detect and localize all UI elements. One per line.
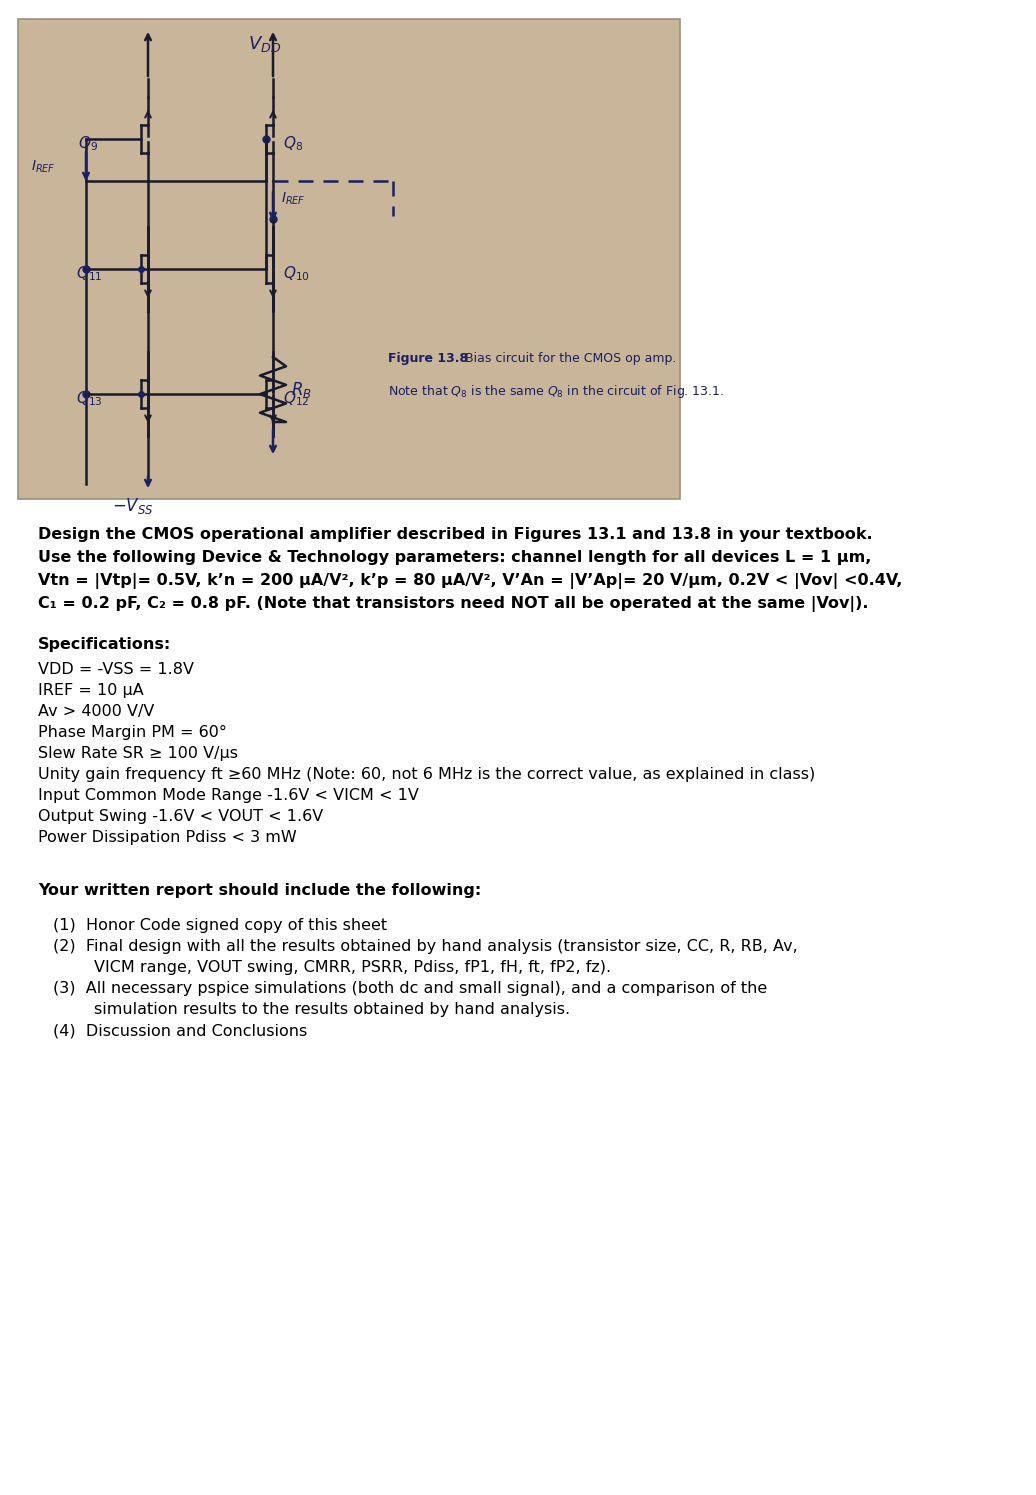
Text: Note that $Q_8$ is the same $Q_8$ in the circuit of Fig. 13.1.: Note that $Q_8$ is the same $Q_8$ in the… <box>388 383 724 401</box>
Text: C₁ = 0.2 pF, C₂ = 0.8 pF. (Note that transistors need NOT all be operated at the: C₁ = 0.2 pF, C₂ = 0.8 pF. (Note that tra… <box>38 597 868 611</box>
Text: Figure 13.8: Figure 13.8 <box>388 351 468 365</box>
Text: (1)  Honor Code signed copy of this sheet: (1) Honor Code signed copy of this sheet <box>53 918 387 933</box>
Text: (4)  Discussion and Conclusions: (4) Discussion and Conclusions <box>53 1023 308 1038</box>
Text: Output Swing -1.6V < VOUT < 1.6V: Output Swing -1.6V < VOUT < 1.6V <box>38 809 323 824</box>
Text: $R_B$: $R_B$ <box>291 380 312 401</box>
Text: $Q_9$: $Q_9$ <box>78 135 98 154</box>
Text: (2)  Final design with all the results obtained by hand analysis (transistor siz: (2) Final design with all the results ob… <box>53 939 798 954</box>
Text: Bias circuit for the CMOS op amp.: Bias circuit for the CMOS op amp. <box>461 351 677 365</box>
Text: $V_{DD}$: $V_{DD}$ <box>248 34 281 54</box>
Text: Av > 4000 V/V: Av > 4000 V/V <box>38 704 154 719</box>
Text: Your written report should include the following:: Your written report should include the f… <box>38 884 482 898</box>
Text: $Q_{10}$: $Q_{10}$ <box>283 265 310 284</box>
Text: IREF = 10 μA: IREF = 10 μA <box>38 683 144 698</box>
Text: Input Common Mode Range -1.6V < VICM < 1V: Input Common Mode Range -1.6V < VICM < 1… <box>38 788 419 803</box>
Text: $I_{REF}$: $I_{REF}$ <box>31 158 56 175</box>
Text: $I_{REF}$: $I_{REF}$ <box>281 191 306 208</box>
Text: Phase Margin PM = 60°: Phase Margin PM = 60° <box>38 725 227 740</box>
Text: Vtn = |Vtp|= 0.5V, k’n = 200 μA/V², k’p = 80 μA/V², V’An = |V’Ap|= 20 V/μm, 0.2V: Vtn = |Vtp|= 0.5V, k’n = 200 μA/V², k’p … <box>38 573 902 589</box>
Text: $Q_{13}$: $Q_{13}$ <box>76 390 103 408</box>
Text: VDD = -VSS = 1.8V: VDD = -VSS = 1.8V <box>38 662 194 677</box>
Text: $Q_8$: $Q_8$ <box>283 135 303 154</box>
Text: $-V_{SS}$: $-V_{SS}$ <box>112 496 154 516</box>
Text: $Q_{11}$: $Q_{11}$ <box>76 265 103 284</box>
Text: $Q_{12}$: $Q_{12}$ <box>283 390 310 408</box>
Text: VICM range, VOUT swing, CMRR, PSRR, Pdiss, fP1, fH, ft, fP2, fz).: VICM range, VOUT swing, CMRR, PSRR, Pdis… <box>53 960 611 975</box>
Text: Specifications:: Specifications: <box>38 637 171 652</box>
Text: Design the CMOS operational amplifier described in Figures 13.1 and 13.8 in your: Design the CMOS operational amplifier de… <box>38 528 872 543</box>
FancyBboxPatch shape <box>18 19 680 499</box>
Text: Use the following Device & Technology parameters: channel length for all devices: Use the following Device & Technology pa… <box>38 550 871 565</box>
Text: Power Dissipation Pdiss < 3 mW: Power Dissipation Pdiss < 3 mW <box>38 830 296 845</box>
Text: (3)  All necessary pspice simulations (both dc and small signal), and a comparis: (3) All necessary pspice simulations (bo… <box>53 981 768 996</box>
Text: Unity gain frequency ft ≥60 MHz (Note: 60, not 6 MHz is the correct value, as ex: Unity gain frequency ft ≥60 MHz (Note: 6… <box>38 767 815 782</box>
Text: simulation results to the results obtained by hand analysis.: simulation results to the results obtain… <box>53 1002 570 1017</box>
Text: Slew Rate SR ≥ 100 V/μs: Slew Rate SR ≥ 100 V/μs <box>38 746 238 761</box>
